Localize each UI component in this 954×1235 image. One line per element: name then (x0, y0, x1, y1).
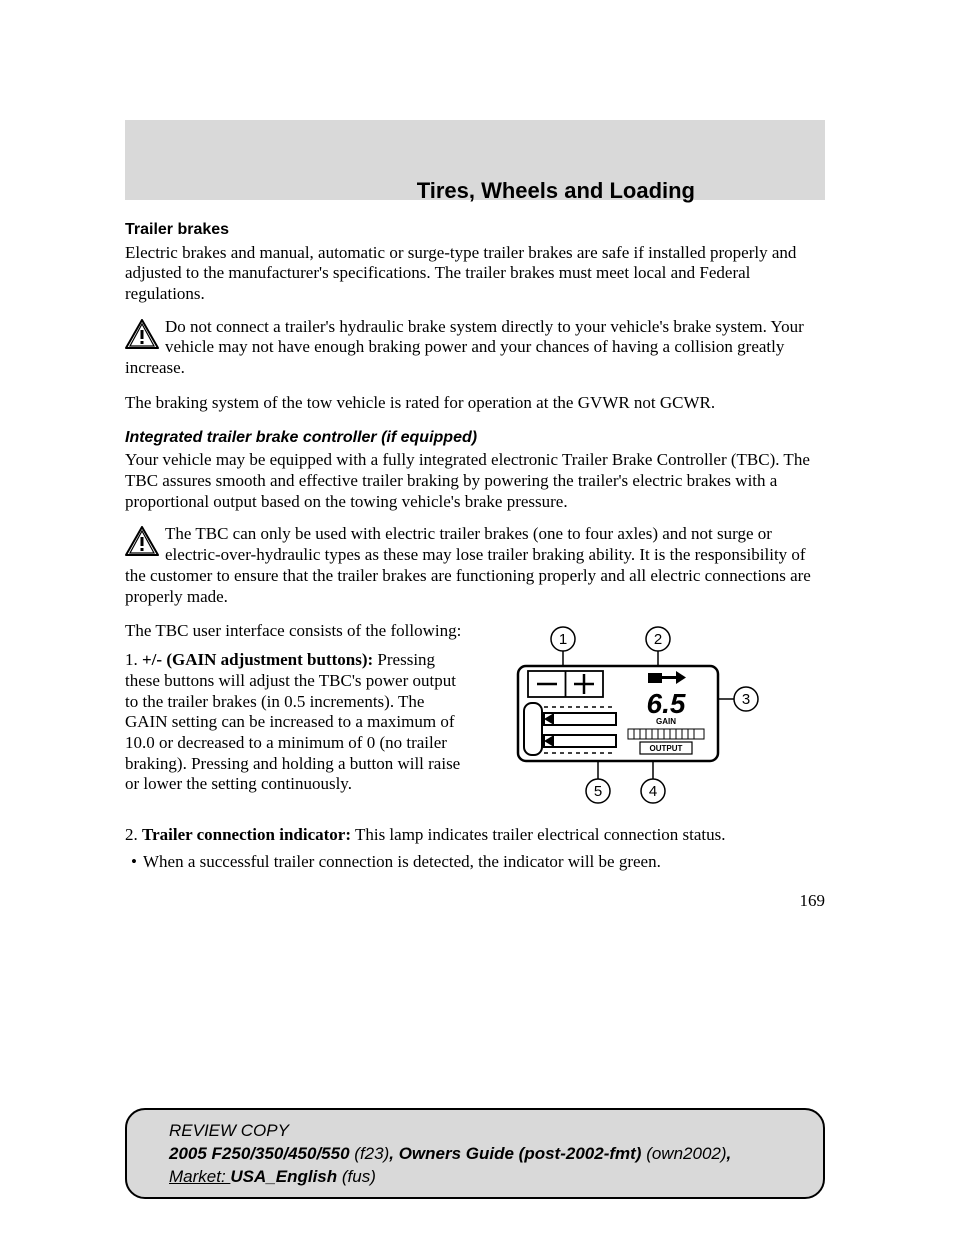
para-intro: Electric brakes and manual, automatic or… (125, 243, 825, 305)
para-tbc-desc: Your vehicle may be equipped with a full… (125, 450, 825, 512)
section-title: Tires, Wheels and Loading (0, 178, 825, 204)
bullet-1: • When a successful trailer connection i… (125, 852, 825, 873)
gain-label: GAIN (656, 717, 676, 726)
footer-l2a: 2005 F250/350/450/550 (169, 1144, 354, 1163)
list-item-2: 2. Trailer connection indicator: This la… (125, 825, 825, 846)
li1-rest: Pressing these buttons will adjust the T… (125, 650, 460, 793)
diagram-label-2: 2 (654, 631, 662, 648)
gain-value: 6.5 (647, 688, 686, 719)
diagram-label-4: 4 (649, 783, 657, 800)
diagram-label-3: 3 (742, 691, 750, 708)
warning-2: The TBC can only be used with electric t… (125, 524, 825, 607)
footer-l2c: , (389, 1144, 398, 1163)
page: Tires, Wheels and Loading Trailer brakes… (0, 0, 954, 1235)
heading-tbc: Integrated trailer brake controller (if … (125, 428, 825, 448)
warning-icon (125, 526, 159, 562)
li2-num: 2. (125, 825, 142, 844)
bullet-dot: • (125, 852, 143, 873)
li1-bold: +/- (GAIN adjustment buttons): (142, 650, 373, 669)
footer-l2f: , (727, 1144, 732, 1163)
footer-l3b: USA_English (230, 1167, 341, 1186)
warning-2-text: The TBC can only be used with electric t… (125, 524, 811, 605)
para-gvwr: The braking system of the tow vehicle is… (125, 393, 825, 414)
warning-1-text: Do not connect a trailer's hydraulic bra… (125, 317, 804, 377)
output-bar (628, 729, 704, 739)
footer-line3: Market: USA_English (fus) (169, 1166, 781, 1189)
footer-l2b: (f23) (354, 1144, 389, 1163)
output-label: OUTPUT (650, 744, 683, 753)
page-number: 169 (125, 891, 825, 912)
footer-line2: 2005 F250/350/450/550 (f23), Owners Guid… (169, 1143, 781, 1166)
footer-line1: REVIEW COPY (169, 1120, 781, 1143)
diagram-label-1: 1 (559, 631, 567, 648)
diagram-label-5: 5 (594, 783, 602, 800)
footer-l2d: Owners Guide (post-2002-fmt) (399, 1144, 646, 1163)
footer-l3c: (fus) (342, 1167, 376, 1186)
footer: REVIEW COPY 2005 F250/350/450/550 (f23),… (125, 1108, 825, 1199)
two-column-block: The TBC user interface consists of the f… (125, 621, 825, 817)
warning-1: Do not connect a trailer's hydraulic bra… (125, 317, 825, 379)
warning-icon (125, 319, 159, 355)
para-ui-intro: The TBC user interface consists of the f… (125, 621, 470, 642)
content-area: Trailer brakes Electric brakes and manua… (125, 220, 825, 911)
li2-bold: Trailer connection indicator: (142, 825, 351, 844)
li1-num: 1. (125, 650, 142, 669)
left-column: The TBC user interface consists of the f… (125, 621, 470, 795)
bullet-1-text: When a successful trailer connection is … (143, 852, 825, 873)
heading-trailer-brakes: Trailer brakes (125, 220, 825, 240)
footer-box: REVIEW COPY 2005 F250/350/450/550 (f23),… (125, 1108, 825, 1199)
footer-l3a: Market: (169, 1167, 230, 1186)
footer-l2e: (own2002) (646, 1144, 726, 1163)
list-item-1: 1. +/- (GAIN adjustment buttons): Pressi… (125, 650, 470, 795)
tbc-diagram: 1 2 3 4 5 (488, 621, 788, 817)
li2-rest: This lamp indicates trailer electrical c… (351, 825, 726, 844)
